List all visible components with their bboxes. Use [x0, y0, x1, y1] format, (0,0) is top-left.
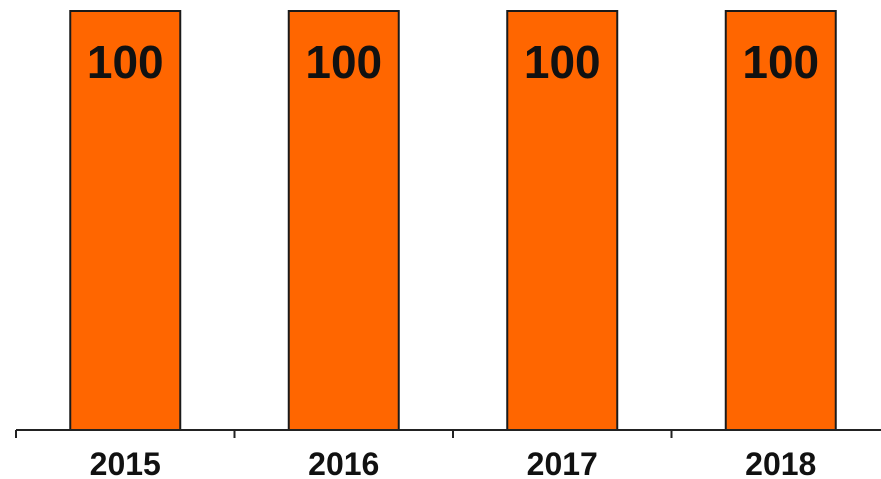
data-label-2016: 100 [305, 36, 382, 88]
x-axis [15, 429, 881, 438]
data-label-2015: 100 [87, 36, 164, 88]
x-tick-labels-group: 2015 2016 2017 2018 [90, 446, 817, 479]
bar-2018 [724, 10, 837, 431]
bar-2016 [287, 10, 400, 431]
x-tick-label-2018: 2018 [745, 446, 816, 479]
x-tick-label-2017: 2017 [527, 446, 598, 479]
bar-2015 [69, 10, 182, 431]
x-tick-label-2016: 2016 [308, 446, 379, 479]
bars-group [69, 10, 837, 431]
data-label-2018: 100 [742, 36, 819, 88]
data-label-2017: 100 [524, 36, 601, 88]
data-labels-group: 100 100 100 100 [87, 36, 819, 88]
bar-2017 [506, 10, 619, 431]
x-tick-label-2015: 2015 [90, 446, 161, 479]
